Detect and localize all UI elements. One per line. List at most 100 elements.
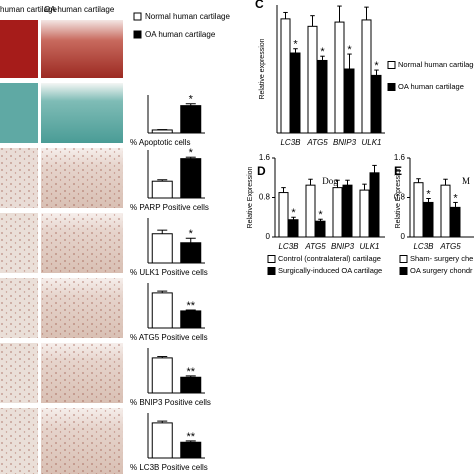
x-tick-label: ATG5	[304, 242, 326, 251]
significance-mark: *	[426, 188, 431, 200]
chart-title: M	[462, 176, 470, 186]
x-tick-label: ULK1	[361, 138, 381, 147]
x-tick-label: ATG5	[439, 242, 461, 251]
x-axis-label: % BNIP3 Positive cells	[130, 398, 211, 407]
y-tick-label: 0.8	[259, 193, 271, 202]
x-tick-label: BNIP3	[333, 138, 357, 147]
histology-image	[41, 20, 123, 78]
legend-swatch	[133, 30, 142, 39]
x-axis-label: % ULK1 Positive cells	[130, 268, 208, 277]
legend-label: Control (contralateral) cartilage	[278, 254, 381, 263]
significance-mark: *	[189, 228, 194, 240]
bar	[151, 129, 173, 134]
significance-mark: *	[320, 46, 325, 58]
histology-image	[0, 20, 38, 78]
bar	[423, 201, 434, 238]
y-tick-label: 1.6	[259, 153, 271, 162]
y-tick-label: 0	[401, 232, 406, 241]
significance-mark: *	[374, 60, 379, 72]
legend-label: Normal human cartilage	[145, 12, 230, 21]
bar	[280, 18, 291, 134]
bar	[332, 187, 343, 238]
significance-mark: **	[186, 431, 195, 443]
x-tick-label: LC3B	[278, 242, 299, 251]
bar	[361, 19, 372, 134]
bar	[278, 192, 289, 238]
y-tick-label: 0	[266, 232, 271, 241]
bar	[450, 206, 461, 238]
histology-image	[41, 83, 123, 143]
column-header: OA human cartilage	[44, 5, 115, 14]
bar	[290, 52, 301, 134]
bar	[180, 158, 202, 199]
bar	[180, 105, 202, 134]
bar	[334, 21, 345, 134]
bar	[305, 184, 316, 238]
bar	[180, 441, 202, 459]
small-bar-chart: ** % LC3B Positive cells	[130, 413, 208, 472]
legend-label: OA human cartilage	[398, 82, 464, 91]
legend-swatch	[387, 61, 396, 69]
legend-swatch	[133, 12, 142, 21]
y-tick-label: 1.6	[394, 153, 406, 162]
x-tick-label: BNIP3	[331, 242, 355, 251]
y-axis-label: Relative Expression	[395, 166, 402, 228]
chart-title: Dog	[322, 176, 338, 186]
bar	[317, 59, 328, 134]
legend-swatch	[399, 255, 408, 263]
significance-mark: *	[291, 207, 296, 219]
bar	[440, 184, 451, 238]
grouped-bar-chart: D Dog Relative Expression 0 0.8 1.6 LC3B * ATG5 *…	[247, 153, 385, 275]
bar	[413, 182, 424, 238]
legend-swatch	[267, 255, 276, 263]
bar	[359, 189, 370, 238]
small-bar-chart: * % ULK1 Positive cells	[130, 218, 208, 277]
significance-mark: **	[186, 300, 195, 312]
bar	[151, 292, 173, 329]
panel-letter: D	[257, 164, 266, 178]
bar	[315, 220, 326, 238]
bar	[180, 310, 202, 329]
legend-label: Sham- surgery che	[410, 254, 473, 263]
x-axis-label: % Apoptotic cells	[130, 138, 190, 147]
bar	[288, 219, 299, 238]
histology-rows	[0, 148, 123, 474]
bar	[151, 357, 173, 394]
x-tick-label: ATG5	[306, 138, 328, 147]
column-header: human cartilage	[0, 5, 57, 14]
bar	[342, 184, 353, 238]
small-bar-chart: * % Apoptotic cells	[130, 94, 205, 147]
x-tick-label: ULK1	[359, 242, 379, 251]
y-axis-label: Relative expression	[259, 38, 266, 99]
histology-panel: human cartilage OA human cartilage Norma…	[0, 5, 230, 474]
bar	[307, 25, 318, 134]
significance-mark: *	[347, 44, 352, 56]
bar	[180, 242, 202, 264]
bar	[151, 180, 173, 199]
bar	[151, 422, 173, 459]
x-axis-label: % ATG5 Positive cells	[130, 333, 208, 342]
significance-mark: *	[453, 192, 458, 204]
legend-swatch	[267, 267, 276, 275]
significance-mark: *	[293, 39, 298, 51]
legend-label: Surgically-induced OA cartilage	[278, 266, 382, 275]
significance-mark: *	[189, 147, 194, 159]
x-tick-label: LC3B	[413, 242, 434, 251]
significance-mark: *	[189, 94, 194, 106]
bar	[369, 172, 380, 238]
panel-letter: E	[394, 164, 402, 178]
bar	[344, 68, 355, 134]
legend-swatch	[387, 83, 396, 91]
y-axis-label: Relative Expression	[247, 166, 254, 228]
significance-mark: **	[186, 366, 195, 378]
x-tick-label: LC3B	[280, 138, 301, 147]
bar	[151, 233, 173, 264]
x-axis-label: % LC3B Positive cells	[130, 463, 208, 472]
significance-mark: *	[318, 209, 323, 221]
legend-label: Normal human cartilage	[398, 60, 474, 69]
histology-image	[0, 83, 38, 143]
panel-letter: C	[255, 0, 264, 11]
bar	[180, 376, 202, 394]
legend-swatch	[399, 267, 408, 275]
